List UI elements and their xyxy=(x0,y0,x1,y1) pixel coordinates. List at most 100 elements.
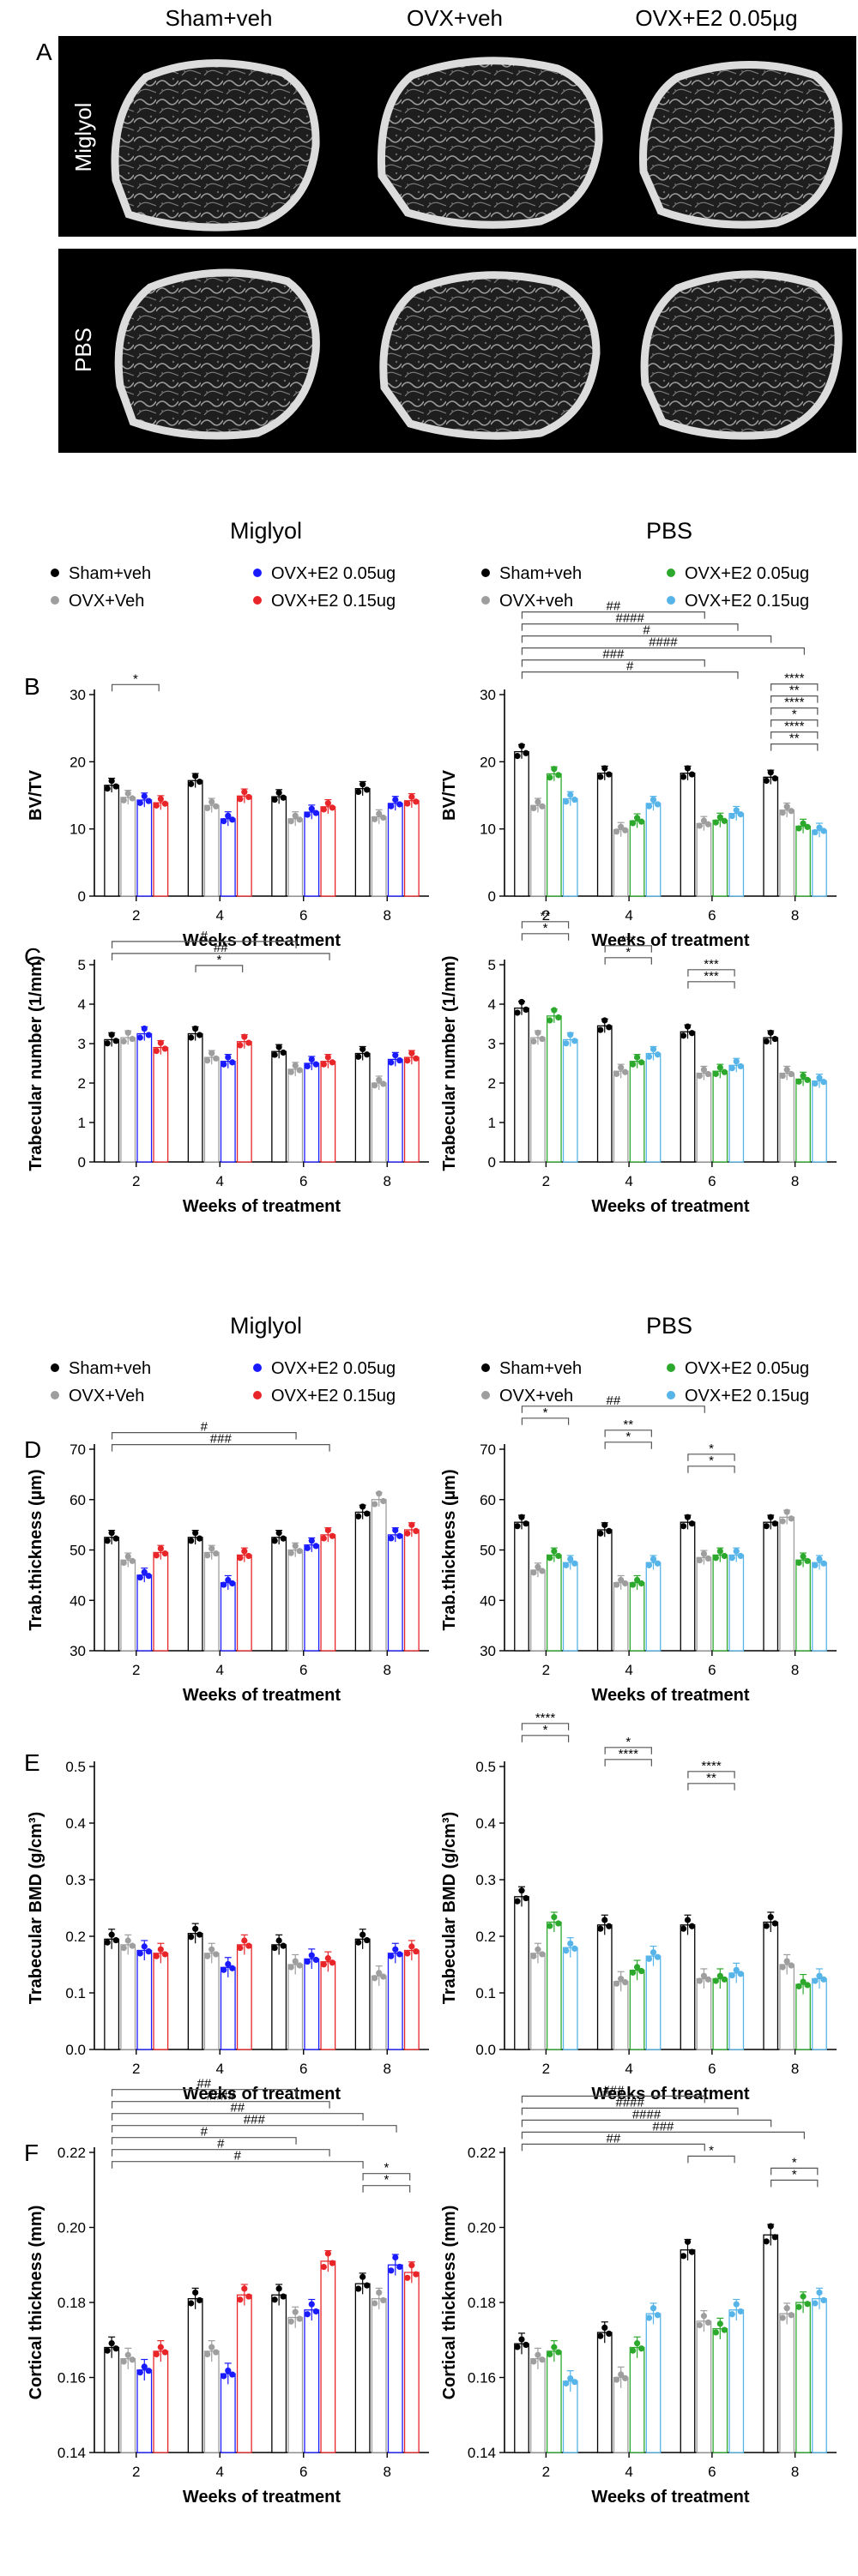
data-point xyxy=(388,1535,395,1542)
data-point xyxy=(788,808,795,815)
data-point xyxy=(221,1966,227,1973)
data-point xyxy=(712,1555,719,1562)
significance-label: ** xyxy=(541,909,551,924)
x-axis-label: Weeks of treatment xyxy=(591,2488,749,2507)
significance-bracket xyxy=(111,1432,297,1440)
data-point xyxy=(788,2312,795,2319)
data-point xyxy=(654,801,662,808)
significance-label: # xyxy=(201,1420,208,1435)
bar xyxy=(645,1562,662,1652)
data-point xyxy=(622,1580,629,1587)
bar xyxy=(779,1964,795,2050)
bar xyxy=(629,1582,645,1652)
y-tick-label: 0.20 xyxy=(468,2220,496,2236)
significance-label: ## xyxy=(606,599,620,614)
data-point xyxy=(800,1978,807,1985)
data-point xyxy=(688,1030,696,1037)
data-point xyxy=(380,1973,387,1980)
data-point xyxy=(237,796,244,803)
data-point xyxy=(645,803,653,810)
data-point xyxy=(120,2358,127,2365)
y-tick-label: 0.1 xyxy=(475,1985,496,2001)
bar xyxy=(613,828,629,897)
significance-label: * xyxy=(216,953,221,967)
data-point xyxy=(712,819,719,826)
data-point xyxy=(392,1052,399,1059)
data-point xyxy=(804,823,811,830)
x-tick-label: 6 xyxy=(299,2061,307,2077)
legend-label: Sham+veh xyxy=(69,1359,151,1378)
y-tick-label: 0.3 xyxy=(65,1872,86,1888)
data-point xyxy=(225,1960,232,1968)
bar xyxy=(629,820,645,897)
data-point xyxy=(728,812,735,820)
x-tick-label: 6 xyxy=(299,1173,307,1189)
data-point xyxy=(704,821,712,828)
panel-a-images: A Sham+veh OVX+veh OVX+E2 0.05µg Miglyol… xyxy=(36,5,856,453)
data-point xyxy=(241,1937,248,1944)
data-point xyxy=(324,1054,331,1061)
bar xyxy=(795,1078,811,1163)
bar xyxy=(354,788,371,897)
significance-label: ## xyxy=(214,941,228,955)
data-point xyxy=(523,749,529,756)
panel-label-c: C xyxy=(24,943,41,970)
significance-label: **** xyxy=(784,671,805,686)
bar xyxy=(514,2343,529,2453)
data-point xyxy=(141,1943,148,1950)
bar xyxy=(696,2320,712,2453)
significance-bracket xyxy=(111,2137,297,2145)
data-point xyxy=(124,1029,131,1036)
data-point xyxy=(737,811,744,818)
bar xyxy=(530,2357,546,2453)
data-point xyxy=(329,1059,335,1066)
significance-bracket xyxy=(521,1723,570,1730)
data-point xyxy=(816,2289,823,2296)
legend-marker xyxy=(51,596,59,605)
data-point xyxy=(820,2296,827,2304)
significance-label: # xyxy=(201,2125,208,2140)
x-axis-label: Weeks of treatment xyxy=(591,1686,749,1705)
data-point xyxy=(779,2314,786,2321)
data-point xyxy=(329,804,335,811)
data-point xyxy=(523,1006,529,1013)
x-axis-label: Weeks of treatment xyxy=(591,931,749,950)
data-point xyxy=(104,1939,111,1946)
y-tick-label: 70 xyxy=(480,1441,496,1458)
legend-marker xyxy=(253,569,262,577)
data-point xyxy=(229,1965,236,1971)
significance-bracket xyxy=(604,945,652,953)
data-point xyxy=(312,2308,319,2315)
data-point xyxy=(312,810,319,816)
legend-marker xyxy=(667,1391,675,1399)
y-tick-label: 5 xyxy=(488,957,496,973)
bar xyxy=(795,2302,811,2453)
significance-label: * xyxy=(792,2155,797,2170)
bar xyxy=(530,1953,546,2050)
data-point xyxy=(800,2293,807,2300)
data-point xyxy=(271,796,278,803)
data-point xyxy=(120,1038,127,1045)
significance-label: * xyxy=(792,707,797,722)
y-tick-label: 10 xyxy=(69,822,86,838)
bar xyxy=(712,2327,728,2453)
bar xyxy=(387,2264,403,2453)
data-point xyxy=(280,2293,287,2300)
data-point xyxy=(364,786,371,793)
x-tick-label: 2 xyxy=(132,2464,140,2480)
bar xyxy=(728,1554,745,1652)
data-point xyxy=(518,1887,525,1894)
bar xyxy=(514,1521,529,1652)
data-point xyxy=(567,1556,574,1562)
significance-bracket xyxy=(521,2119,772,2128)
data-point xyxy=(728,1555,735,1562)
data-point xyxy=(633,815,641,822)
data-point xyxy=(145,797,152,804)
bar xyxy=(287,1549,304,1652)
bar xyxy=(795,1559,811,1652)
bar xyxy=(514,1007,529,1163)
significance-label: **** xyxy=(784,695,805,710)
x-tick-label: 2 xyxy=(542,907,550,924)
data-point xyxy=(364,1510,371,1517)
data-point xyxy=(514,2344,521,2350)
